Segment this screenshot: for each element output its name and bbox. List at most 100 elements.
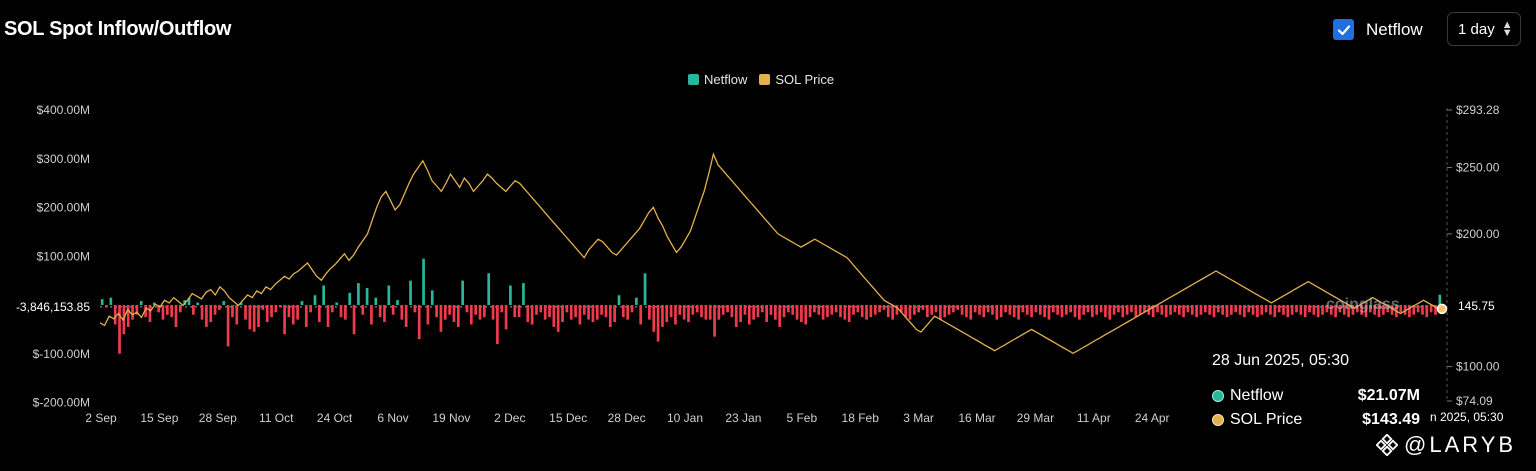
netflow-bar [509, 285, 512, 305]
legend-label-sol-price: SOL Price [775, 72, 835, 87]
netflow-checkbox[interactable] [1333, 19, 1354, 40]
netflow-bar [1312, 305, 1316, 315]
legend-item-netflow[interactable]: Netflow [688, 72, 747, 87]
netflow-bar [357, 283, 360, 305]
netflow-bar [205, 305, 208, 327]
netflow-bar [526, 305, 530, 323]
netflow-bar [496, 305, 499, 344]
netflow-bar [231, 305, 234, 318]
netflow-bar [413, 305, 417, 313]
netflow-bar [1108, 305, 1112, 320]
chart-tooltip: 28 Jun 2025, 05:30 Netflow $21.07M SOL P… [1196, 341, 1432, 443]
netflow-bar [1095, 305, 1099, 315]
netflow-bar [222, 301, 226, 305]
x-tick-label: 6 Nov [377, 411, 408, 425]
netflow-bar [795, 305, 799, 320]
netflow-bar [1177, 305, 1181, 315]
legend-item-sol-price[interactable]: SOL Price [759, 72, 834, 87]
netflow-bar [1203, 305, 1207, 313]
netflow-bar [126, 305, 130, 327]
netflow-bar [1416, 305, 1420, 313]
netflow-bar [409, 280, 412, 306]
netflow-bar [630, 305, 634, 313]
netflow-bar [978, 305, 981, 315]
netflow-bar [617, 295, 621, 305]
netflow-bar [474, 305, 478, 315]
netflow-bar [1299, 305, 1303, 315]
netflow-bar [721, 305, 725, 315]
netflow-bar [1151, 305, 1155, 318]
netflow-bar [148, 305, 152, 323]
netflow-bar [839, 305, 842, 318]
y-left-tick-label: $-200.00M [33, 396, 90, 410]
netflow-bar [1112, 305, 1116, 315]
netflow-bar [635, 297, 638, 305]
netflow-bar [899, 305, 903, 313]
netflow-toggle[interactable]: Netflow [1333, 19, 1423, 40]
netflow-bar [787, 305, 790, 313]
netflow-bar [461, 280, 464, 306]
netflow-bar [387, 285, 391, 305]
netflow-bar [274, 305, 278, 313]
coinglass-watermark: coinglass [1326, 296, 1400, 313]
netflow-bar [847, 305, 851, 323]
netflow-bar [1338, 305, 1342, 313]
netflow-bar [895, 305, 899, 315]
netflow-bar [335, 302, 339, 305]
tooltip-dot-netflow [1212, 390, 1224, 402]
x-tick-label: 5 Feb [786, 411, 817, 425]
netflow-bar [1051, 305, 1055, 313]
tooltip-date: 28 Jun 2025, 05:30 [1212, 352, 1350, 369]
netflow-bar [1399, 305, 1403, 313]
x-axis-crosshair-date: n 2025, 05:30 [1430, 410, 1504, 424]
period-select[interactable]: 1 day ▲ ▼ [1447, 12, 1521, 46]
netflow-bar [1073, 305, 1077, 318]
netflow-bar [426, 305, 430, 325]
page-title: SOL Spot Inflow/Outflow [4, 18, 232, 40]
netflow-bar [1078, 305, 1081, 320]
netflow-bar [378, 305, 382, 318]
netflow-bar [218, 305, 221, 310]
netflow-bar [600, 305, 603, 315]
netflow-bar [1364, 305, 1368, 318]
netflow-bar [291, 305, 295, 325]
netflow-bar [960, 305, 964, 315]
netflow-bar [1408, 305, 1411, 318]
netflow-bar [309, 305, 312, 313]
netflow-bar [1373, 305, 1377, 315]
netflow-bar [965, 305, 968, 318]
netflow-bar [969, 305, 973, 320]
netflow-bar [1256, 305, 1259, 318]
netflow-bar [904, 305, 907, 318]
netflow-bar [1316, 305, 1320, 318]
netflow-bar [213, 305, 217, 315]
y-left-tick-label: $400.00M [37, 103, 90, 117]
netflow-bar [1091, 305, 1094, 318]
netflow-bar [1121, 305, 1125, 318]
netflow-bar [1190, 305, 1194, 315]
tooltip-dot-price [1212, 414, 1224, 426]
netflow-bar [439, 305, 443, 332]
x-tick-label: 28 Sep [199, 411, 237, 425]
netflow-bar [543, 305, 547, 320]
netflow-bar [404, 305, 408, 327]
netflow-bar [734, 305, 738, 327]
netflow-bar [1295, 305, 1298, 313]
netflow-bar [739, 305, 742, 323]
netflow-bar [430, 290, 434, 306]
netflow-bar [1355, 305, 1359, 313]
netflow-bar [400, 305, 404, 320]
netflow-bar [1216, 305, 1220, 313]
netflow-bar [326, 305, 330, 327]
netflow-bar [652, 305, 656, 332]
netflow-bar [1160, 305, 1164, 315]
netflow-bar [1342, 305, 1346, 315]
netflow-bar [717, 305, 721, 320]
netflow-bar [548, 305, 551, 318]
netflow-bar [695, 305, 699, 313]
netflow-bar [565, 305, 569, 313]
netflow-bar [808, 305, 812, 318]
netflow-bar [118, 305, 121, 354]
netflow-bar [947, 305, 951, 315]
